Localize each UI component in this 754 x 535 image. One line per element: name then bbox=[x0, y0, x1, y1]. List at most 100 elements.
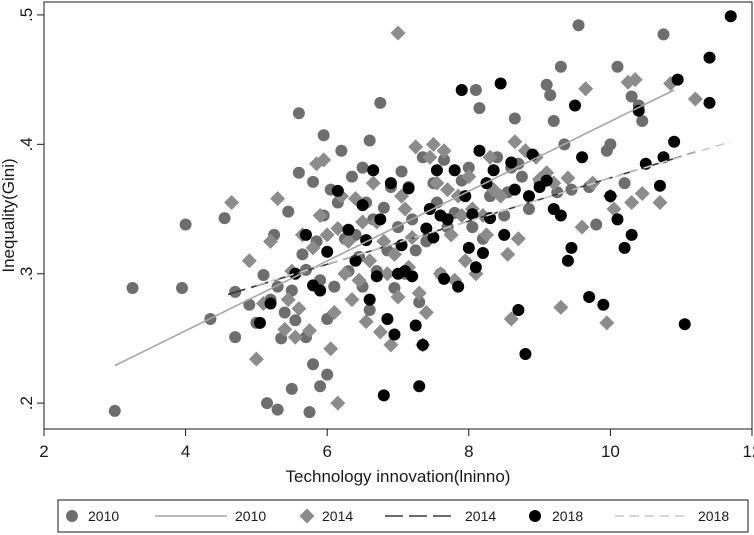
fit-line-2018 bbox=[256, 140, 731, 287]
data-point bbox=[611, 213, 624, 226]
data-point bbox=[522, 190, 535, 203]
data-point bbox=[418, 305, 434, 321]
data-point bbox=[285, 382, 298, 395]
legend-marker bbox=[529, 510, 541, 522]
data-point bbox=[408, 139, 424, 155]
fit-line-2010 bbox=[114, 89, 675, 367]
data-point bbox=[413, 296, 426, 309]
y-tick-label: .4 bbox=[17, 137, 36, 151]
x-tick-label: 8 bbox=[464, 442, 473, 461]
data-point bbox=[367, 164, 380, 177]
data-point bbox=[321, 245, 334, 258]
data-point bbox=[355, 214, 371, 230]
data-point bbox=[508, 112, 521, 125]
data-point bbox=[241, 253, 257, 269]
data-point bbox=[179, 218, 192, 231]
data-point bbox=[303, 406, 316, 419]
data-point bbox=[547, 115, 560, 128]
data-point bbox=[218, 212, 231, 225]
data-point bbox=[553, 299, 569, 315]
data-point bbox=[243, 298, 256, 311]
legend-item: 2018 bbox=[615, 508, 729, 524]
y-axis-title: Inequality(Gini) bbox=[0, 158, 18, 272]
data-point bbox=[469, 261, 482, 274]
data-point bbox=[126, 281, 139, 294]
data-point bbox=[473, 102, 486, 115]
data-point bbox=[289, 267, 302, 280]
data-point bbox=[363, 303, 376, 316]
series-2018-circle bbox=[253, 10, 737, 402]
data-point bbox=[462, 161, 475, 174]
data-point bbox=[503, 311, 519, 327]
data-point bbox=[554, 60, 567, 73]
data-point bbox=[482, 149, 498, 165]
data-point bbox=[569, 99, 581, 112]
data-point bbox=[606, 201, 622, 217]
data-point bbox=[413, 380, 426, 393]
data-point bbox=[498, 209, 511, 222]
data-point bbox=[362, 253, 378, 269]
legend-marker bbox=[299, 508, 315, 524]
data-point bbox=[668, 135, 681, 148]
data-point bbox=[634, 186, 650, 202]
legend-label: 2014 bbox=[465, 508, 496, 524]
data-point bbox=[356, 161, 369, 174]
x-tick-label: 6 bbox=[322, 442, 331, 461]
data-point bbox=[457, 253, 473, 269]
data-point bbox=[287, 329, 303, 345]
data-point bbox=[578, 81, 594, 97]
data-point bbox=[618, 241, 631, 254]
data-point bbox=[409, 244, 422, 257]
data-point bbox=[270, 191, 286, 207]
data-point bbox=[590, 218, 603, 231]
data-point bbox=[321, 368, 334, 381]
data-point bbox=[627, 72, 643, 88]
data-point bbox=[264, 297, 277, 310]
data-point bbox=[108, 404, 121, 417]
data-point bbox=[292, 107, 305, 120]
data-point bbox=[510, 231, 526, 247]
data-point bbox=[383, 337, 399, 353]
data-point bbox=[377, 389, 390, 402]
data-point bbox=[653, 179, 666, 192]
data-point bbox=[263, 233, 279, 249]
data-point bbox=[636, 115, 649, 128]
x-tick-label: 4 bbox=[181, 442, 190, 461]
data-point bbox=[678, 318, 691, 331]
data-point bbox=[302, 323, 317, 339]
data-point bbox=[317, 129, 330, 142]
data-point bbox=[455, 83, 468, 96]
data-point bbox=[473, 144, 486, 157]
data-point bbox=[583, 291, 596, 304]
data-point bbox=[316, 152, 332, 168]
data-point bbox=[452, 280, 465, 293]
data-point bbox=[604, 190, 617, 203]
data-point bbox=[224, 195, 240, 211]
data-point bbox=[278, 306, 291, 319]
data-point bbox=[560, 170, 576, 186]
data-point bbox=[331, 184, 344, 197]
data-point bbox=[397, 201, 413, 217]
data-point bbox=[572, 19, 585, 32]
data-point bbox=[365, 175, 381, 191]
data-point bbox=[476, 247, 489, 260]
data-point bbox=[461, 169, 477, 185]
data-point bbox=[632, 104, 645, 117]
data-point bbox=[574, 219, 590, 235]
data-point bbox=[314, 380, 327, 393]
data-point bbox=[515, 170, 528, 183]
data-point bbox=[687, 91, 703, 107]
data-point bbox=[498, 228, 511, 241]
x-tick-label: 2 bbox=[39, 442, 48, 461]
data-point bbox=[314, 284, 327, 297]
data-point bbox=[392, 221, 404, 234]
data-point bbox=[479, 227, 494, 243]
data-point bbox=[307, 358, 320, 371]
data-point bbox=[335, 144, 348, 157]
data-point bbox=[466, 221, 479, 234]
data-point bbox=[724, 10, 737, 23]
legend-item: 2014 bbox=[385, 508, 496, 524]
data-point bbox=[289, 314, 302, 327]
x-axis-title: Technology innovation(lninno) bbox=[286, 467, 511, 486]
